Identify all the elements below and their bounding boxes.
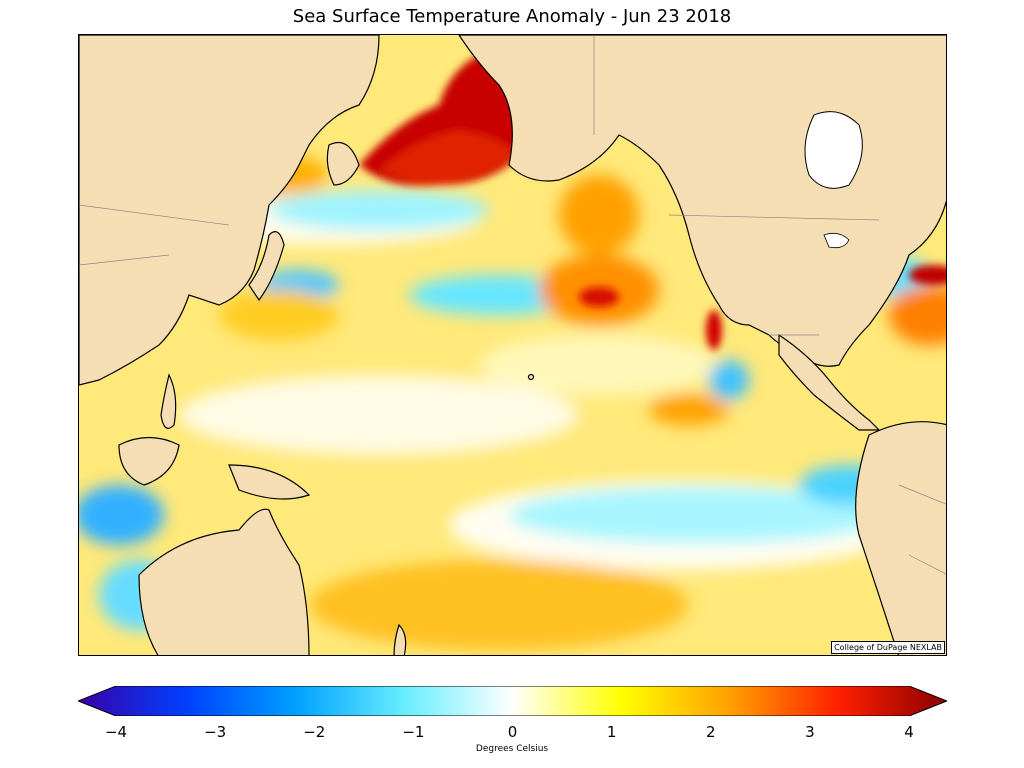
colorbar-tick-label: −1 [402, 723, 425, 741]
land-philippines [160, 373, 177, 429]
sst-map: College of DuPage NEXLAB [79, 35, 946, 655]
colorbar-tick-label: 3 [805, 723, 815, 741]
colorbar-label: Degrees Celsius [475, 744, 549, 754]
land-australia [138, 508, 310, 655]
land-borneo [118, 436, 180, 486]
land-new-guinea [228, 464, 311, 500]
colorbar-bar [78, 686, 947, 716]
colorbar [78, 686, 947, 716]
land-kamchatka [326, 141, 360, 186]
colorbar-tick-label: −4 [104, 723, 128, 741]
colorbar-tick-label: 4 [904, 723, 914, 741]
great-lakes [823, 232, 850, 249]
colorbar-tick-label: 2 [705, 723, 716, 741]
borders [79, 35, 946, 575]
map-panel: College of DuPage NEXLAB [78, 34, 947, 656]
colorbar-tick-label: −3 [204, 723, 227, 741]
land-new-zealand [393, 623, 407, 655]
colorbar-tick-label: 0 [507, 723, 518, 741]
hudson-bay [804, 111, 863, 189]
land-hawaii [527, 373, 535, 381]
land-asia [79, 35, 380, 386]
land-japan [248, 231, 285, 302]
colorbar-tick-label: −2 [303, 723, 326, 741]
land-south-america [855, 421, 946, 655]
colorbar-tick-label: 1 [606, 723, 617, 741]
map-title: Sea Surface Temperature Anomaly - Jun 23… [292, 6, 732, 27]
credit-label: College of DuPage NEXLAB [831, 641, 945, 654]
